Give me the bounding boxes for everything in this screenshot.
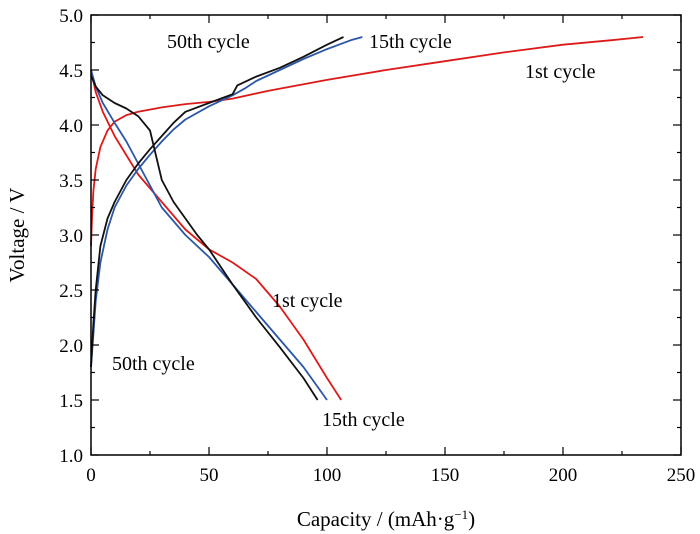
series-line-15th-discharge <box>90 69 328 401</box>
x-tick-label: 200 <box>549 465 578 486</box>
series-line-50th-discharge <box>90 75 319 401</box>
y-tick-label: 1.0 <box>59 446 83 467</box>
y-tick-label: 2.5 <box>59 281 83 302</box>
axis-ticks <box>90 14 682 456</box>
y-tick-label: 3.5 <box>59 171 83 192</box>
x-tick-label: 150 <box>431 465 460 486</box>
x-tick-label: 0 <box>86 465 96 486</box>
y-tick-label: 1.5 <box>59 391 83 412</box>
x-tick-label: 100 <box>313 465 342 486</box>
y-axis-title: Voltage / V <box>5 188 29 283</box>
y-tick-label: 4.5 <box>59 61 83 82</box>
y-axis-tick-labels: 1.0 1.5 2.0 2.5 3.0 3.5 4.0 4.5 5.0 <box>59 6 83 467</box>
annotation-a-1st-top: 1st cycle <box>525 61 596 83</box>
series-line-1st-charge <box>90 36 644 247</box>
y-tick-label: 5.0 <box>59 6 83 27</box>
x-tick-label: 250 <box>667 465 696 486</box>
series-line-50th-charge <box>90 36 344 368</box>
annotation-a-15th-low: 15th cycle <box>322 409 405 431</box>
x-axis-tick-labels: 0 50 100 150 200 250 <box>86 465 695 486</box>
x-tick-label: 50 <box>200 465 219 486</box>
series-line-15th-charge <box>90 36 363 368</box>
y-tick-label: 4.0 <box>59 116 83 137</box>
curve-annotations: 50th cycle 15th cycle 1st cycle 1st cycle 50… <box>112 31 596 431</box>
x-axis-title-text: Capacity / (mAh·g <box>297 507 455 531</box>
x-axis-title-close: ) <box>468 507 475 531</box>
annotation-a-1st-mid: 1st cycle <box>272 290 343 312</box>
annotation-a-50th-low: 50th cycle <box>112 353 195 375</box>
plot-area <box>90 36 644 401</box>
x-axis-title: Capacity / (mAh·g−1) <box>297 507 475 532</box>
x-axis-title-superscript: −1 <box>454 507 468 522</box>
annotation-a-15th-top: 15th cycle <box>369 31 452 53</box>
annotation-a-50th-top: 50th cycle <box>167 31 250 53</box>
y-tick-label: 2.0 <box>59 336 83 357</box>
series-line-1st-discharge <box>90 69 342 401</box>
y-tick-label: 3.0 <box>59 226 83 247</box>
